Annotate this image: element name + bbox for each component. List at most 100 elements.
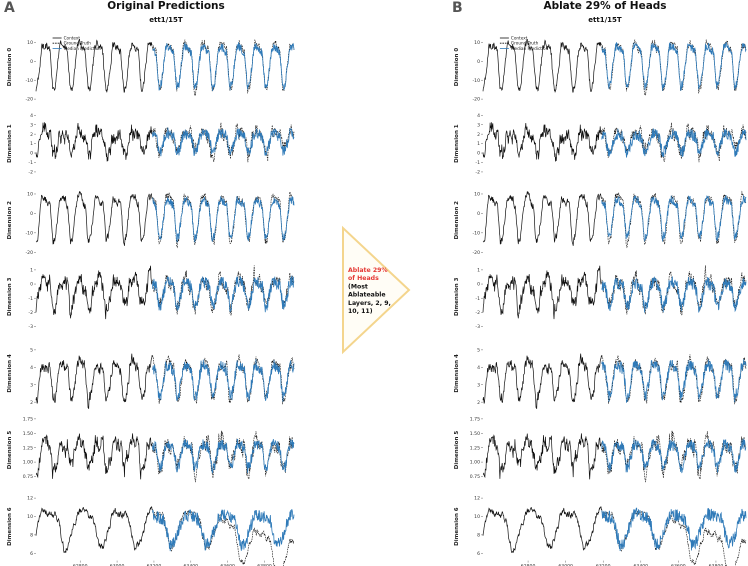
arrow-detail-line: 10, 11) bbox=[348, 308, 373, 315]
x-tick-label: 63000 bbox=[558, 564, 573, 566]
y-tick-label: 8 bbox=[477, 532, 480, 538]
ablation-arrow: Ablate 29% of Heads (Most Ablateable Layers,… bbox=[342, 225, 411, 355]
y-tick-label: 3 bbox=[30, 382, 33, 388]
x-tick-label: 63600 bbox=[220, 564, 235, 566]
y-axis-label: Dimension 0 bbox=[454, 48, 460, 87]
y-axis-label: Dimension 1 bbox=[454, 124, 460, 163]
legend-median-prediction-label: Median Prediction bbox=[511, 46, 549, 51]
y-tick-label: -2 bbox=[28, 170, 33, 176]
median-prediction-series bbox=[601, 359, 747, 403]
subplot-6: Dimension 6 6 8 10 12 bbox=[454, 496, 747, 566]
y-tick-label: 4 bbox=[477, 365, 480, 371]
y-axis-label: Dimension 2 bbox=[7, 201, 13, 240]
y-tick-label: -1 bbox=[28, 160, 33, 166]
y-tick-label: 10 bbox=[27, 40, 33, 46]
legend-context-label: Context bbox=[511, 36, 528, 41]
context-series bbox=[482, 38, 602, 93]
x-tick-label: 63200 bbox=[596, 564, 611, 566]
y-axis-label: Dimension 5 bbox=[7, 431, 13, 470]
arrow-detail-line: (Most bbox=[348, 283, 368, 290]
panel-letter-b: B bbox=[452, 0, 463, 16]
context-series bbox=[482, 122, 602, 162]
ground-truth-series bbox=[152, 354, 295, 405]
y-tick-label: 1.75 bbox=[23, 416, 33, 422]
context-series bbox=[482, 506, 602, 553]
y-tick-label: 8 bbox=[30, 532, 33, 538]
y-tick-label: -1 bbox=[28, 296, 33, 302]
y-tick-label: 1.00 bbox=[470, 460, 480, 466]
y-tick-label: 0 bbox=[30, 151, 33, 157]
context-series bbox=[35, 122, 153, 162]
median-prediction-series bbox=[601, 507, 747, 552]
y-tick-label: 1.75 bbox=[470, 416, 480, 422]
context-series bbox=[35, 38, 153, 93]
subplot-5: Dimension 5 0.75 1.00 1.25 1.50 1.75 bbox=[454, 416, 747, 483]
y-tick-label: 2 bbox=[477, 132, 480, 138]
subplot-1: Dimension 1 -2 -1 0 1 2 3 4 bbox=[454, 113, 747, 176]
median-prediction-series bbox=[601, 438, 747, 474]
y-tick-label: 2 bbox=[30, 132, 33, 138]
y-tick-label: 3 bbox=[30, 122, 33, 128]
context-series bbox=[35, 433, 153, 480]
y-tick-label: 2 bbox=[30, 400, 33, 406]
y-tick-label: 1.50 bbox=[23, 431, 33, 437]
y-tick-label: 12 bbox=[27, 496, 33, 502]
y-tick-label: 0 bbox=[477, 151, 480, 157]
y-tick-label: -1 bbox=[475, 160, 480, 166]
y-tick-label: 10 bbox=[27, 514, 33, 520]
median-prediction-series bbox=[152, 359, 295, 402]
y-tick-label: -10 bbox=[25, 78, 33, 84]
median-prediction-series bbox=[152, 195, 295, 243]
y-axis-label: Dimension 0 bbox=[7, 48, 13, 87]
y-axis-label: Dimension 3 bbox=[454, 277, 460, 316]
x-tick-label: 63000 bbox=[110, 564, 125, 566]
y-tick-label: 3 bbox=[477, 122, 480, 128]
x-tick-label: 63400 bbox=[183, 564, 198, 566]
y-tick-label: -3 bbox=[28, 324, 33, 330]
arrow-triangle-icon bbox=[342, 225, 411, 355]
panel-letter-a: A bbox=[4, 0, 15, 16]
y-tick-label: -2 bbox=[28, 310, 33, 316]
y-tick-label: -20 bbox=[472, 97, 480, 103]
x-tick-label: 63800 bbox=[257, 564, 272, 566]
legend-median-prediction-label: Median Prediction bbox=[64, 46, 102, 51]
median-prediction-series bbox=[152, 127, 295, 157]
y-tick-label: -10 bbox=[25, 230, 33, 236]
subplot-2: Dimension 2 -20 -10 0 10 bbox=[7, 190, 295, 256]
y-tick-label: -10 bbox=[472, 230, 480, 236]
subplot-2: Dimension 2 -20 -10 0 10 bbox=[454, 190, 747, 256]
y-tick-label: 5 bbox=[477, 347, 480, 353]
y-tick-label: -2 bbox=[475, 310, 480, 316]
y-tick-label: 1.00 bbox=[23, 460, 33, 466]
y-tick-label: 0 bbox=[477, 211, 480, 217]
y-tick-label: -10 bbox=[472, 78, 480, 84]
y-tick-label: 12 bbox=[474, 496, 480, 502]
y-tick-label: -3 bbox=[475, 324, 480, 330]
y-axis-label: Dimension 6 bbox=[454, 507, 460, 546]
y-tick-label: 0 bbox=[30, 59, 33, 65]
y-tick-label: 10 bbox=[27, 192, 33, 198]
y-tick-label: 10 bbox=[474, 40, 480, 46]
y-tick-label: 2 bbox=[477, 400, 480, 406]
y-tick-label: 0.75 bbox=[470, 474, 480, 480]
y-tick-label: 1 bbox=[477, 141, 480, 147]
y-tick-label: 1 bbox=[30, 267, 33, 273]
y-tick-label: -20 bbox=[472, 250, 480, 256]
median-prediction-series bbox=[601, 41, 747, 91]
subplot-3: Dimension 3 -3 -2 -1 0 1 bbox=[454, 265, 747, 330]
legend-context-label: Context bbox=[64, 36, 81, 41]
subplot-6: Dimension 6 6 8 10 12 bbox=[7, 496, 295, 566]
context-series bbox=[35, 265, 153, 320]
median-prediction-series bbox=[152, 509, 295, 552]
arrow-annotation: Ablate 29% of Heads (Most Ablateable Layers,… bbox=[348, 267, 391, 315]
y-tick-label: 0 bbox=[30, 211, 33, 217]
median-prediction-series bbox=[152, 275, 295, 313]
subplot-4: Dimension 4 2 3 4 5 bbox=[7, 347, 295, 409]
subplot-3: Dimension 3 -3 -2 -1 0 1 bbox=[7, 265, 295, 330]
legend-ground-truth-label: Ground Truth bbox=[511, 41, 539, 46]
y-axis-label: Dimension 1 bbox=[7, 124, 13, 163]
y-tick-label: 6 bbox=[477, 551, 480, 557]
y-tick-label: 3 bbox=[477, 382, 480, 388]
y-tick-label: 0 bbox=[477, 282, 480, 288]
